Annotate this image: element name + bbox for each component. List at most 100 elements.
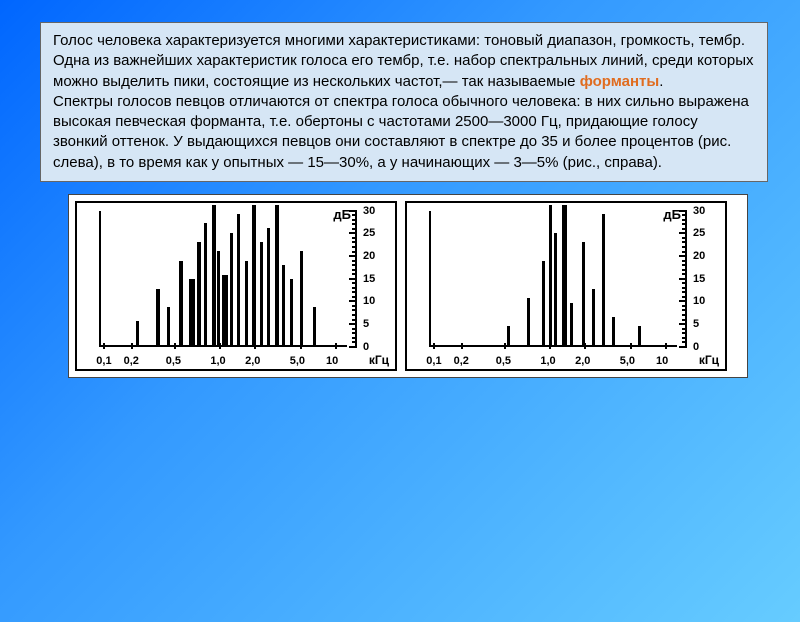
- figure-row: дБ0510152025300,10,20,51,02,05,010кГц дБ…: [75, 201, 741, 371]
- y-minor-tick: [682, 228, 687, 230]
- y-tick-label: 30: [693, 205, 717, 217]
- x-axis: 0,10,20,51,02,05,010: [99, 351, 347, 367]
- y-minor-tick: [682, 269, 687, 271]
- spectrum-bar: [167, 307, 170, 344]
- y-minor-tick: [352, 287, 357, 289]
- x-tick-label: 5,0: [620, 355, 635, 367]
- y-tick-mark: [349, 278, 357, 280]
- x-axis-unit: кГц: [369, 353, 389, 367]
- y-minor-tick: [682, 214, 687, 216]
- y-tick-mark: [679, 300, 687, 302]
- y-minor-tick: [352, 341, 357, 343]
- y-minor-tick: [682, 309, 687, 311]
- plot-area: [429, 211, 677, 347]
- x-tick-mark: [335, 343, 337, 349]
- spectrum-bar: [212, 205, 216, 345]
- y-minor-tick: [352, 228, 357, 230]
- x-tick-mark: [254, 343, 256, 349]
- x-tick-label: 2,0: [245, 355, 260, 367]
- y-minor-tick: [352, 282, 357, 284]
- y-axis: 051015202530: [681, 211, 717, 347]
- plot-area: [99, 211, 347, 347]
- y-tick-mark: [349, 323, 357, 325]
- spectrum-bar: [570, 303, 573, 345]
- spectrum-bar: [313, 307, 316, 344]
- y-tick-label: 10: [693, 295, 717, 307]
- spectrum-bar: [549, 205, 552, 345]
- y-minor-tick: [682, 337, 687, 339]
- spectrum-bar: [252, 205, 256, 345]
- y-tick-mark: [679, 255, 687, 257]
- y-minor-tick: [352, 296, 357, 298]
- spectrum-bar: [554, 233, 557, 345]
- x-tick-label: 0,2: [454, 355, 469, 367]
- y-minor-tick: [352, 269, 357, 271]
- y-axis: 051015202530: [351, 211, 387, 347]
- x-tick-label: 0,5: [496, 355, 511, 367]
- y-tick-label: 20: [693, 250, 717, 262]
- spectrum-bar: [267, 228, 270, 345]
- y-minor-tick: [682, 287, 687, 289]
- x-tick-label: 10: [326, 355, 338, 367]
- y-minor-tick: [352, 328, 357, 330]
- p2-c: .: [659, 73, 663, 90]
- y-minor-tick: [352, 337, 357, 339]
- y-tick-mark: [349, 255, 357, 257]
- y-minor-tick: [352, 305, 357, 307]
- y-minor-tick: [352, 260, 357, 262]
- y-minor-tick: [682, 291, 687, 293]
- y-tick-label: 5: [363, 318, 387, 330]
- spectrum-bar: [217, 251, 220, 344]
- y-tick-mark: [679, 346, 687, 348]
- y-tick-label: 5: [693, 318, 717, 330]
- x-tick-label: 0,1: [426, 355, 441, 367]
- spectrum-bar: [156, 289, 160, 345]
- y-tick-mark: [679, 323, 687, 325]
- y-minor-tick: [682, 260, 687, 262]
- x-tick-label: 0,2: [124, 355, 139, 367]
- y-minor-tick: [682, 241, 687, 243]
- y-tick-label: 15: [363, 273, 387, 285]
- y-tick-mark: [679, 278, 687, 280]
- y-minor-tick: [682, 223, 687, 225]
- y-minor-tick: [352, 332, 357, 334]
- spectrum-bar: [204, 223, 207, 344]
- spectrum-bar: [527, 298, 530, 345]
- y-minor-tick: [352, 264, 357, 266]
- y-tick-mark: [349, 232, 357, 234]
- spectrum-bar: [179, 261, 183, 345]
- y-minor-tick: [352, 214, 357, 216]
- y-minor-tick: [352, 241, 357, 243]
- spectrum-bar: [222, 275, 228, 345]
- spectrum-bar: [230, 233, 233, 345]
- x-tick-label: 2,0: [575, 355, 590, 367]
- y-minor-tick: [352, 219, 357, 221]
- spectrum-bar: [542, 261, 545, 345]
- x-tick-mark: [219, 343, 221, 349]
- x-tick-label: 5,0: [290, 355, 305, 367]
- y-minor-tick: [682, 305, 687, 307]
- spectrum-bar: [275, 205, 279, 345]
- y-minor-tick: [352, 251, 357, 253]
- y-minor-tick: [682, 237, 687, 239]
- x-tick-mark: [461, 343, 463, 349]
- x-axis-unit: кГц: [699, 353, 719, 367]
- y-tick-mark: [349, 300, 357, 302]
- spectrum-bar: [582, 242, 585, 345]
- y-tick-mark: [349, 210, 357, 212]
- y-minor-tick: [352, 237, 357, 239]
- x-tick-mark: [433, 343, 435, 349]
- y-minor-tick: [352, 246, 357, 248]
- y-tick-label: 0: [693, 341, 717, 353]
- spectrum-bar: [602, 214, 605, 345]
- x-tick-label: 1,0: [210, 355, 225, 367]
- y-tick-label: 15: [693, 273, 717, 285]
- y-minor-tick: [352, 314, 357, 316]
- y-tick-label: 30: [363, 205, 387, 217]
- chart-right: дБ0510152025300,10,20,51,02,05,010кГц: [405, 201, 727, 371]
- chart-left: дБ0510152025300,10,20,51,02,05,010кГц: [75, 201, 397, 371]
- spectrum-bar: [612, 317, 615, 345]
- y-minor-tick: [682, 219, 687, 221]
- spectrum-bar: [189, 279, 195, 344]
- y-minor-tick: [682, 328, 687, 330]
